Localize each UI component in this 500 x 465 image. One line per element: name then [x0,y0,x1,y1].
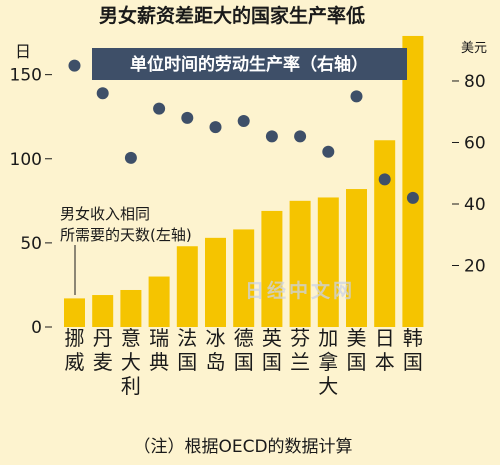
dot-8 [294,130,307,143]
dot-6 [237,114,250,127]
dot-5 [209,121,222,134]
category-label-11: 日本 [375,326,395,374]
category-label-10: 美国 [347,326,367,374]
bar-12 [402,35,424,327]
bar-10 [346,189,367,327]
category-label-8: 芬兰 [290,326,310,374]
category-label-0: 挪威 [65,326,85,374]
left-tick-label: 150 [10,66,42,86]
dot-1 [96,87,109,100]
bar-series [64,35,424,327]
left-tick-label: 0 [31,318,42,338]
right-tick-label: 60 [464,133,486,153]
dot-legend: 单位时间的劳动生产率（右轴） [92,48,407,80]
dot-4 [181,111,194,124]
dot-12 [406,191,419,204]
right-axis: 20 40 60 80 [452,72,486,276]
category-label-9: 加拿大 [318,326,338,398]
dot-10 [350,90,363,103]
chart-title: 男女薪资差距大的国家生产率低 [99,4,365,27]
bar-9 [317,197,339,327]
category-label-3: 瑞典 [149,326,169,374]
dot-11 [378,173,391,186]
right-axis-unit: 美元 [461,41,487,56]
left-axis-unit: 日 [15,42,31,61]
bar-legend: 男女收入相同 所需要的天数(左轴) [60,205,192,295]
bar-8 [289,200,311,327]
bar-0 [64,298,85,327]
bar-6 [233,229,255,327]
bar-11 [374,140,396,327]
bar-4 [176,246,198,327]
category-label-12: 韩国 [403,326,423,374]
bar-3 [148,276,170,327]
category-label-2: 意大利 [121,326,141,398]
chart-note: （注）根据OECD的数据计算 [133,437,352,457]
category-label-5: 冰岛 [206,326,226,374]
dot-9 [322,145,335,158]
dot-series [68,59,419,204]
category-label-4: 法国 [177,326,197,374]
bar-legend-line-2: 所需要的天数(左轴) [60,226,192,244]
bar-legend-line-1: 男女收入相同 [60,205,150,223]
dot-3 [153,102,166,115]
left-tick-label: 100 [10,150,42,170]
bar-1 [92,295,114,327]
bar-2 [120,289,142,327]
watermark: 日经中文网 [245,279,355,302]
bar-5 [205,237,226,327]
dot-2 [124,151,137,164]
category-label-1: 丹麦 [93,326,113,374]
category-label-7: 英国 [262,326,282,374]
dot-0 [68,59,81,72]
dot-7 [265,130,278,143]
right-tick-label: 40 [464,195,486,215]
dot-legend-text: 单位时间的劳动生产率（右轴） [130,54,368,75]
right-tick-label: 80 [464,72,486,92]
left-axis: 0 50 100 150 [10,66,52,338]
right-tick-label: 20 [464,256,486,276]
dot-legend-box [92,48,407,80]
left-tick-label: 50 [20,234,42,254]
category-label-6: 德国 [234,326,254,374]
bar-7 [261,210,283,327]
